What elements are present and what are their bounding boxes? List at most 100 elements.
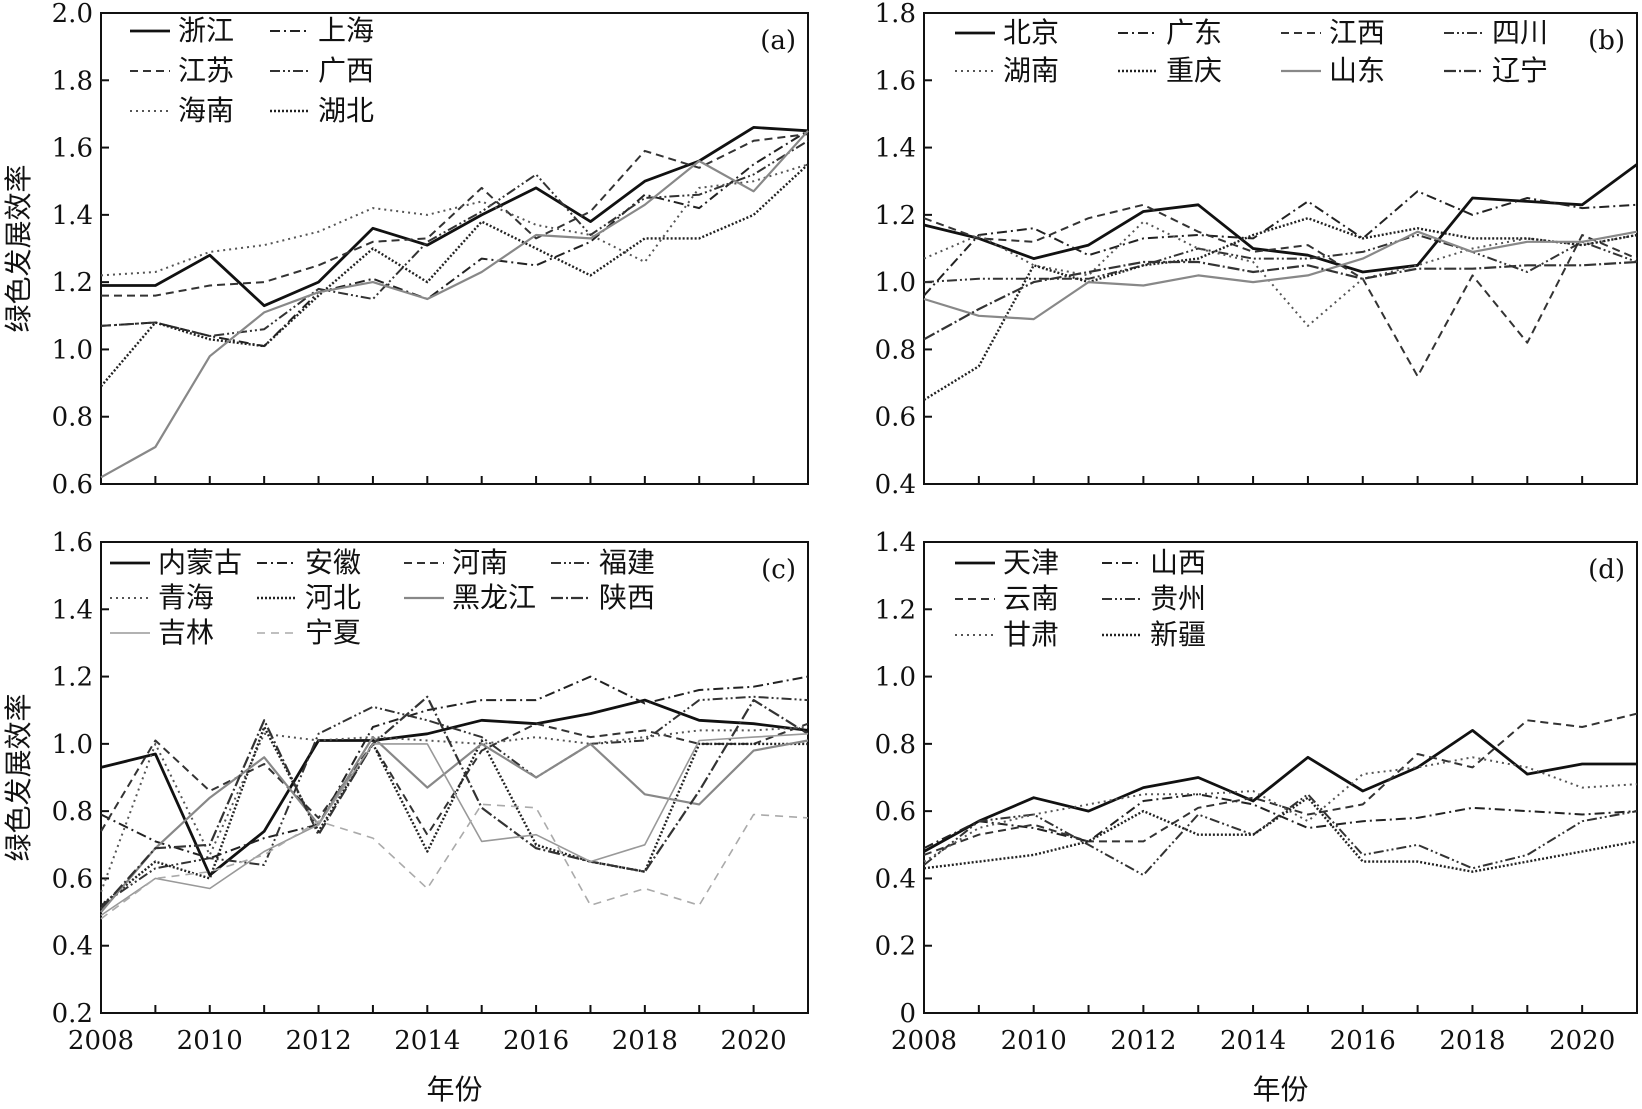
- legend-label: 江西: [1329, 16, 1385, 49]
- x-tick-label: 2014: [394, 1026, 460, 1056]
- series-line: [100, 695, 809, 907]
- panel-label: (d): [1588, 555, 1625, 585]
- series-line: [923, 203, 1638, 378]
- y-tick-label: 1.6: [875, 66, 916, 96]
- legend-label: 新疆: [1150, 618, 1206, 651]
- x-axis-label: 年份: [1252, 1073, 1308, 1106]
- y-tick-label: 1.8: [875, 0, 916, 29]
- series-line: [923, 796, 1638, 873]
- legend-label: 甘肃: [1003, 618, 1059, 651]
- legend-label: 云南: [1003, 582, 1059, 615]
- y-tick-label: 0.8: [52, 403, 93, 433]
- legend-label: 山西: [1150, 546, 1206, 579]
- y-tick-label: 1.0: [52, 335, 93, 365]
- y-tick-label: 0.2: [52, 999, 93, 1029]
- series-line: [923, 793, 1638, 877]
- legend-label: 吉林: [158, 616, 214, 649]
- y-tick-label: 0.4: [875, 470, 916, 500]
- series-line: [923, 260, 1638, 341]
- series-line: [923, 220, 1638, 327]
- x-tick-label: 2008: [891, 1026, 957, 1056]
- series-line: [923, 216, 1638, 401]
- x-tick-label: 2010: [177, 1026, 243, 1056]
- x-tick-label: 2012: [285, 1026, 351, 1056]
- y-tick-label: 1.6: [52, 528, 93, 558]
- legend-label: 青海: [158, 581, 214, 614]
- y-tick-label: 1.8: [52, 66, 93, 96]
- plot-frame: [100, 12, 809, 485]
- y-tick-label: 1.4: [875, 528, 916, 558]
- x-tick-label: 2020: [1549, 1026, 1615, 1056]
- y-axis-label: 绿色发展效率: [2, 693, 35, 861]
- series-line: [923, 163, 1638, 274]
- x-tick-label: 2016: [503, 1026, 569, 1056]
- series-line: [923, 793, 1638, 849]
- x-tick-label: 2012: [1110, 1026, 1176, 1056]
- y-tick-label: 0.6: [875, 403, 916, 433]
- legend-label: 上海: [318, 14, 374, 47]
- y-tick-label: 0.6: [875, 797, 916, 827]
- series-line: [100, 733, 809, 917]
- legend-label: 湖北: [318, 94, 374, 127]
- chart-panel: 0.2 0.4 0.6 0.8 1.0 1.2 1.4 1.6 2008 2010 2012 2014…: [2, 528, 809, 1106]
- y-tick-label: 0.6: [52, 864, 93, 894]
- series-line: [923, 230, 1638, 321]
- series-line: [100, 139, 809, 337]
- y-tick-label: 0.4: [875, 864, 916, 894]
- legend-label: 北京: [1003, 16, 1059, 49]
- legend-label: 内蒙古: [158, 546, 242, 579]
- y-tick-label: 1.6: [52, 134, 93, 164]
- series-line: [100, 675, 809, 860]
- series-line: [923, 190, 1638, 297]
- legend-label: 重庆: [1166, 54, 1222, 87]
- plot-frame: [923, 541, 1638, 1014]
- y-tick-label: 1.2: [875, 595, 916, 625]
- panel-label: (c): [761, 555, 796, 585]
- legend-label: 陕西: [599, 581, 655, 614]
- series-line: [923, 712, 1638, 856]
- legend-label: 黑龙江: [452, 581, 536, 614]
- series-line: [923, 756, 1638, 863]
- legend-label: 广东: [1166, 16, 1222, 49]
- series-line: [923, 729, 1637, 853]
- legend-label: 安徽: [305, 546, 361, 579]
- y-tick-label: 1.2: [52, 663, 93, 693]
- y-tick-label: 0.2: [875, 932, 916, 962]
- legend-label: 贵州: [1150, 582, 1206, 615]
- legend-label: 河北: [305, 581, 361, 614]
- x-tick-label: 2018: [612, 1026, 678, 1056]
- legend-label: 天津: [1003, 546, 1059, 579]
- legend-label: 山东: [1329, 54, 1385, 87]
- legend-label: 宁夏: [305, 616, 361, 649]
- y-tick-label: 1.2: [52, 268, 93, 298]
- y-tick-label: 1.0: [875, 268, 916, 298]
- y-tick-label: 0: [899, 999, 916, 1029]
- x-tick-label: 2008: [68, 1026, 134, 1056]
- legend-label: 福建: [599, 546, 655, 579]
- y-tick-label: 1.0: [875, 663, 916, 693]
- y-tick-label: 1.4: [52, 201, 93, 231]
- series-line: [101, 133, 809, 297]
- y-tick-label: 0.8: [52, 797, 93, 827]
- x-tick-label: 2010: [1001, 1026, 1067, 1056]
- y-tick-label: 2.0: [52, 0, 93, 29]
- y-tick-label: 0.8: [875, 730, 916, 760]
- y-axis-label: 绿色发展效率: [2, 164, 35, 332]
- y-tick-label: 1.2: [875, 201, 916, 231]
- legend-label: 江苏: [178, 54, 234, 87]
- series-line: [100, 130, 809, 479]
- y-tick-label: 1.4: [52, 595, 93, 625]
- legend-label: 辽宁: [1492, 54, 1548, 87]
- y-tick-label: 0.8: [875, 335, 916, 365]
- legend-label: 广西: [318, 54, 374, 87]
- y-tick-label: 1.0: [52, 730, 93, 760]
- series-line: [100, 698, 809, 877]
- plot-frame: [923, 12, 1638, 485]
- x-tick-label: 2016: [1330, 1026, 1396, 1056]
- y-tick-label: 0.6: [52, 470, 93, 500]
- legend-label: 四川: [1492, 16, 1548, 49]
- series-line: [100, 163, 809, 277]
- y-tick-label: 1.4: [875, 134, 916, 164]
